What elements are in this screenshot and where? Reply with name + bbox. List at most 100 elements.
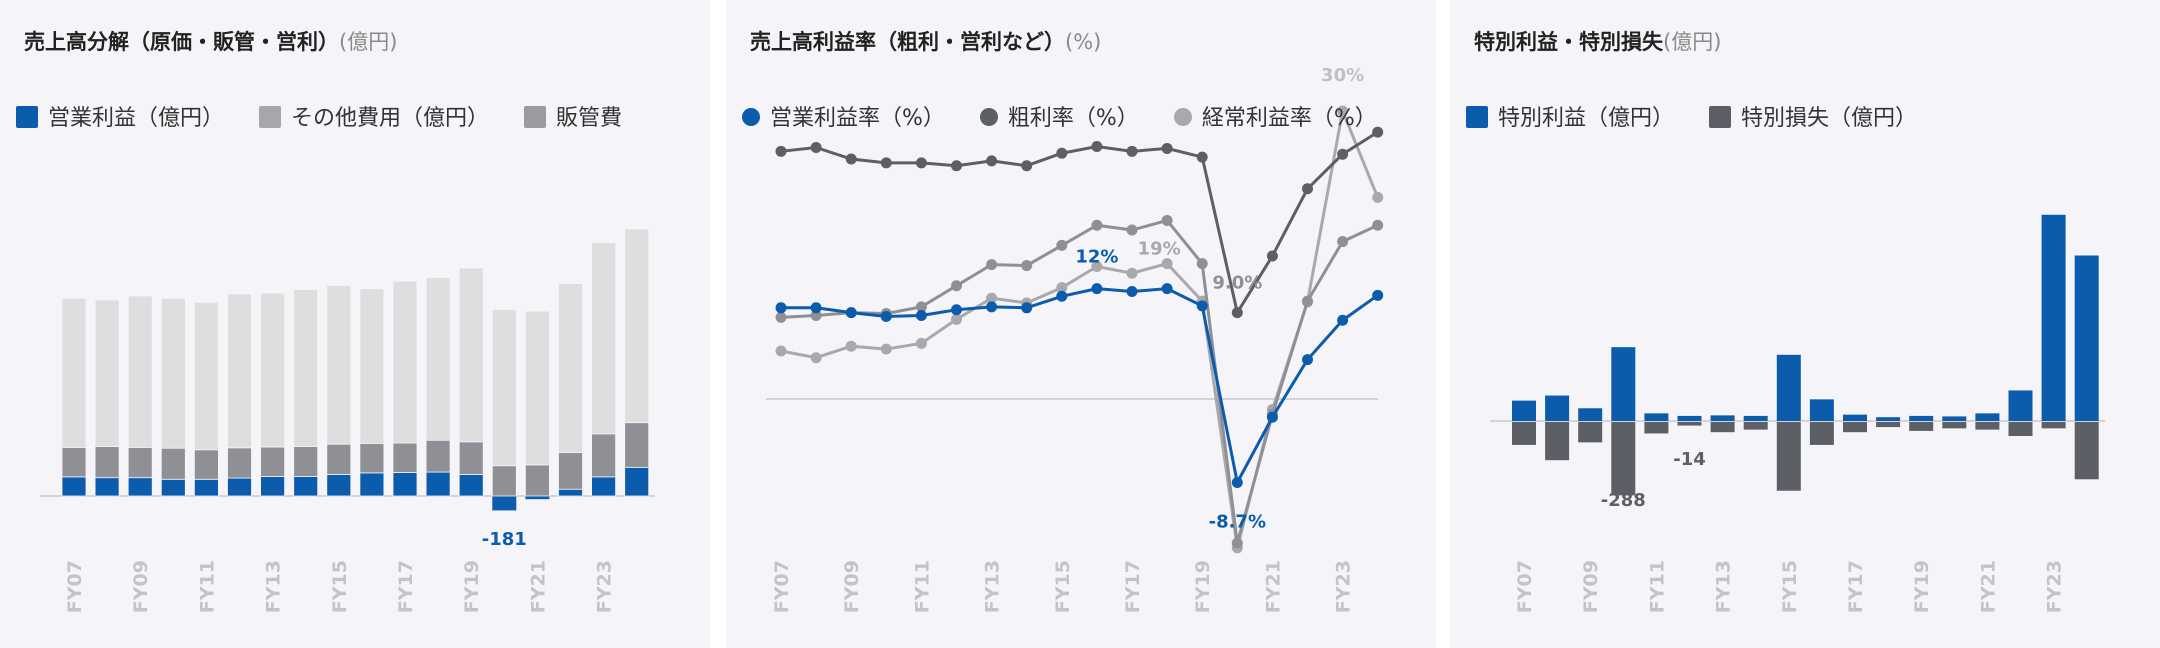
x-tick-label: FY07 (1514, 560, 1536, 613)
bar-segment (227, 477, 252, 497)
bar-positive (1710, 415, 1735, 421)
data-point (1126, 224, 1138, 236)
data-point (986, 259, 998, 271)
x-tick-label: FY09 (130, 560, 152, 613)
data-label: 19% (1138, 238, 1181, 259)
data-point (1337, 105, 1349, 117)
bar-segment (458, 267, 484, 443)
data-point (1372, 126, 1384, 138)
data-point (1126, 285, 1138, 297)
x-tick-label: FY11 (196, 560, 218, 613)
bar-negative (1843, 422, 1867, 433)
bar-negative (1942, 422, 1967, 429)
bar-segment (193, 449, 219, 480)
legend-item-extraordinary-loss[interactable]: 特別損失（億円） (1709, 100, 1917, 132)
bar-segment (127, 446, 153, 479)
x-tick-label: FY07 (64, 560, 86, 613)
bar-negative (1776, 422, 1801, 491)
bar-positive (1545, 395, 1570, 421)
bar-segment (425, 439, 451, 473)
x-tick-label: FY21 (1977, 560, 1999, 613)
legend-label: 特別損失（億円） (1741, 106, 1918, 131)
data-label: -14 (1673, 449, 1706, 470)
data-point (1056, 290, 1068, 302)
data-point (880, 157, 892, 169)
data-label: -181 (482, 529, 527, 550)
legend-swatch (1173, 108, 1192, 126)
bar-segment-negative (525, 496, 550, 500)
bar-negative (1876, 422, 1901, 428)
bar-segment (425, 471, 451, 497)
bar-negative (1512, 422, 1536, 445)
x-tick-label: FY13 (982, 560, 1004, 613)
bar-segment (624, 466, 650, 497)
legend: 特別利益（億円） 特別損失（億円） (1466, 100, 2146, 140)
bar-segment (94, 299, 120, 447)
bar-positive (1644, 413, 1669, 421)
data-point (1091, 141, 1103, 153)
bar-positive (1876, 417, 1901, 421)
x-tick-label: FY17 (1845, 560, 1867, 613)
data-point (880, 343, 892, 355)
x-tick-label: FY07 (771, 560, 793, 613)
x-tick-label: FY23 (594, 560, 616, 613)
data-point (880, 310, 892, 322)
data-point (845, 307, 857, 319)
bar-segment (525, 310, 550, 466)
legend-swatch (742, 108, 760, 126)
bar-segment (326, 285, 352, 445)
data-point (1196, 300, 1208, 312)
data-point (915, 337, 927, 349)
data-point (1302, 183, 1313, 195)
legend-item-extraordinary-income[interactable]: 特別利益（億円） (1466, 100, 1674, 132)
chart-title: 売上高利益率（粗利・営利など）(%) (750, 26, 1101, 56)
bar-segment (193, 478, 219, 497)
x-tick-label: FY21 (1262, 560, 1284, 613)
data-label: -288 (1601, 490, 1646, 511)
x-tick-label: FY17 (1122, 560, 1144, 613)
bar-segment (127, 295, 153, 448)
data-point (845, 153, 857, 165)
bar-negative (1644, 422, 1669, 434)
bar-negative (1611, 422, 1636, 496)
bar-segment (260, 446, 286, 477)
data-label: 9.0% (1212, 273, 1262, 294)
bar-positive (1909, 415, 1934, 421)
legend-swatch (524, 106, 547, 128)
legend-item-sga[interactable]: 販管費 (524, 100, 622, 132)
legend-item-operating-margin[interactable]: 営業利益率（%） (742, 100, 945, 132)
legend-item-gross-margin[interactable]: 粗利率（%） (979, 100, 1139, 132)
legend: 営業利益率（%） 粗利率（%） 経常利益率（%） (742, 100, 1422, 140)
x-tick-label: FY13 (263, 560, 285, 613)
data-point (1161, 283, 1173, 295)
bar-positive (1611, 347, 1636, 421)
data-point (986, 155, 998, 167)
bar-segment (61, 297, 87, 448)
x-tick-label: FY15 (1052, 560, 1074, 613)
data-point (1302, 354, 1313, 366)
legend-swatch (16, 106, 38, 128)
x-tick-label: FY15 (1779, 560, 1801, 613)
bar-segment (458, 474, 484, 497)
bar-negative (1743, 422, 1768, 430)
bar-segment (94, 446, 120, 479)
bar-segment (558, 452, 583, 490)
bar-positive (1843, 414, 1867, 421)
bar-segment (425, 277, 451, 441)
data-point (1266, 411, 1278, 423)
legend-item-other-costs[interactable]: その他費用（億円） (259, 100, 489, 132)
data-point (1337, 236, 1349, 248)
bar-positive (2008, 390, 2033, 421)
bar-segment (591, 242, 616, 435)
data-point (1302, 295, 1313, 307)
data-point (1161, 214, 1173, 226)
legend-item-ordinary-margin[interactable]: 経常利益率（%） (1173, 100, 1377, 132)
x-tick-label: FY23 (1333, 560, 1355, 613)
bar-segment (558, 488, 583, 497)
legend-item-operating-profit[interactable]: 営業利益（億円） (16, 100, 224, 132)
bar-segment (227, 447, 252, 479)
chart-unit: (億円) (1663, 30, 1722, 54)
x-tick-label: FY17 (395, 560, 417, 613)
legend-swatch (1709, 106, 1732, 128)
chart-sales-breakdown: -181 FY07 FY09 FY11 FY13 FY15 FY17 FY19 FY21 FY23 (40, 228, 655, 613)
